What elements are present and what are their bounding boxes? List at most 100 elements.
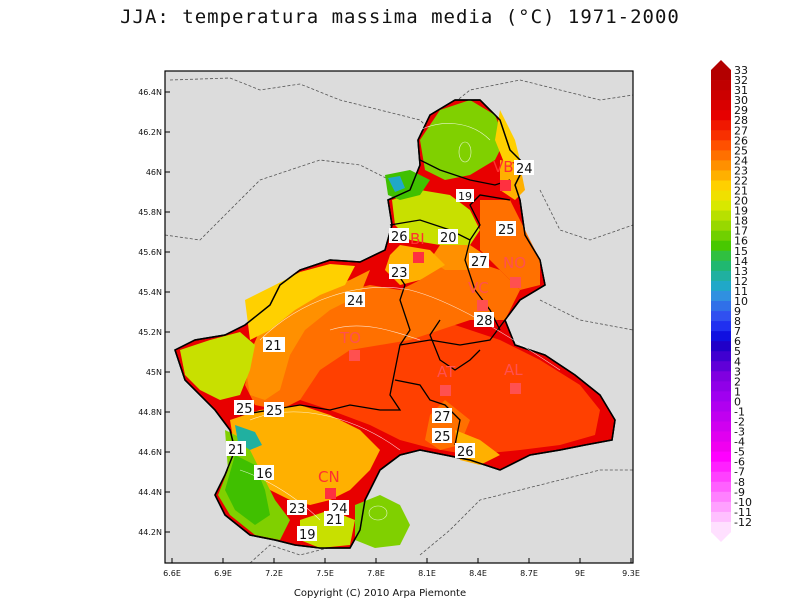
colorbar-label: -8 — [734, 476, 745, 489]
colorbar-swatch — [711, 170, 731, 181]
lon-tick: 9E — [575, 558, 585, 578]
colorbar-label: 11 — [734, 285, 748, 298]
colorbar-label: 16 — [734, 235, 748, 248]
svg-text:21: 21 — [326, 513, 343, 528]
svg-text:23: 23 — [289, 502, 306, 517]
colorbar-label: 17 — [734, 225, 748, 238]
colorbar-swatch — [711, 240, 731, 252]
colorbar-swatch — [711, 311, 731, 322]
svg-text:21: 21 — [228, 443, 245, 458]
copyright-text: Copyright (C) 2010 Arpa Piemonte — [293, 588, 467, 599]
colorbar-label: -10 — [734, 496, 752, 509]
value-label: 25 — [496, 221, 516, 238]
svg-text:28: 28 — [476, 314, 493, 329]
colorbar-label: -7 — [734, 466, 745, 479]
colorbar-swatch — [711, 401, 731, 412]
lat-axis: 46.4N 46.2N 46N 45.8N 45.6N 45.4N 45.2N … — [138, 88, 170, 537]
svg-text:19: 19 — [458, 190, 472, 203]
lat-tick: 44.8N — [138, 408, 170, 417]
colorbar-label: -4 — [734, 436, 745, 449]
city-marker: VC — [468, 279, 489, 311]
colorbar-swatch — [711, 120, 731, 131]
lat-tick: 45.6N — [138, 248, 170, 257]
lon-tick: 7.8E — [367, 558, 385, 578]
colorbar-swatch — [711, 461, 731, 473]
colorbar-swatch — [711, 270, 731, 282]
value-label: 21 — [226, 441, 246, 458]
svg-text:45.6N: 45.6N — [138, 248, 162, 257]
colorbar-swatch — [711, 230, 731, 242]
lon-tick: 7.2E — [265, 558, 283, 578]
colorbar-swatch — [711, 80, 731, 91]
svg-text:46.4N: 46.4N — [138, 88, 162, 97]
colorbar-label: 7 — [734, 325, 741, 338]
svg-text:26: 26 — [391, 230, 408, 245]
lon-tick: 6.9E — [214, 558, 232, 578]
svg-text:25: 25 — [266, 404, 283, 419]
colorbar-swatch — [711, 220, 731, 232]
city-marker: VB — [493, 158, 514, 191]
colorbar-swatch — [711, 290, 731, 302]
svg-text:44.2N: 44.2N — [138, 528, 162, 537]
colorbar-label: 32 — [734, 74, 748, 87]
colorbar-swatch — [711, 501, 731, 513]
svg-text:9E: 9E — [575, 569, 585, 578]
colorbar-label: 10 — [734, 295, 748, 308]
colorbar-label: 26 — [734, 134, 748, 147]
map-frame — [164, 70, 634, 564]
svg-text:7.5E: 7.5E — [316, 569, 334, 578]
colorbar-swatch — [711, 411, 731, 422]
lat-tick: 44.6N — [138, 448, 170, 457]
colorbar-swatch — [711, 381, 731, 392]
value-label: 25 — [264, 402, 284, 419]
colorbar-swatch — [711, 150, 731, 161]
colorbar-swatch — [711, 421, 731, 432]
svg-text:6.6E: 6.6E — [163, 569, 181, 578]
svg-text:24: 24 — [516, 162, 533, 177]
lat-tick: 46.4N — [138, 88, 170, 97]
colorbar-label: 0 — [734, 395, 741, 408]
colorbar-label: 8 — [734, 315, 741, 328]
colorbar-label: 24 — [734, 154, 748, 167]
colorbar-swatch — [711, 491, 731, 503]
colorbar-swatch — [711, 331, 731, 342]
colorbar-swatch — [711, 371, 731, 382]
lon-tick: 8.7E — [520, 558, 538, 578]
colorbar-label: 33 — [734, 64, 748, 77]
colorbar-top-arrow — [711, 60, 731, 70]
svg-text:VC: VC — [468, 279, 489, 297]
colorbar-swatch — [711, 160, 731, 171]
colorbar-label: 28 — [734, 114, 748, 127]
colorbar-swatch — [711, 321, 731, 332]
city-marker: AL — [504, 361, 523, 394]
svg-text:8.1E: 8.1E — [418, 569, 436, 578]
svg-text:20: 20 — [440, 231, 457, 246]
svg-text:27: 27 — [434, 410, 451, 425]
svg-text:6.9E: 6.9E — [214, 569, 232, 578]
colorbar-label: 25 — [734, 144, 748, 157]
colorbar-swatch — [711, 130, 731, 141]
colorbar-swatch — [711, 280, 731, 292]
colorbar-label: 6 — [734, 335, 741, 348]
lon-tick: 7.5E — [316, 558, 334, 578]
colorbar-swatch — [711, 110, 731, 121]
value-label: 24 — [514, 160, 534, 177]
colorbar-label: 9 — [734, 305, 741, 318]
colorbar-label: 19 — [734, 205, 748, 218]
value-label: 19 — [297, 526, 317, 543]
svg-text:19: 19 — [299, 528, 316, 543]
svg-text:16: 16 — [256, 467, 273, 482]
colorbar-swatch — [711, 90, 731, 101]
colorbar-swatch — [711, 471, 731, 483]
value-labels: 24 19 25 26 23 20 27 28 24 21 25 25 27 2… — [226, 160, 534, 543]
value-label: 26 — [389, 228, 409, 245]
colorbar-swatch — [711, 351, 731, 362]
lat-tick: 45.4N — [138, 288, 170, 297]
value-label: 27 — [432, 408, 452, 425]
value-label: 24 — [345, 292, 365, 309]
colorbar-label: 23 — [734, 164, 748, 177]
colorbar-label: 29 — [734, 104, 748, 117]
value-label: 21 — [263, 337, 285, 354]
temperature-field — [174, 99, 616, 549]
colorbar-swatch — [711, 391, 731, 402]
